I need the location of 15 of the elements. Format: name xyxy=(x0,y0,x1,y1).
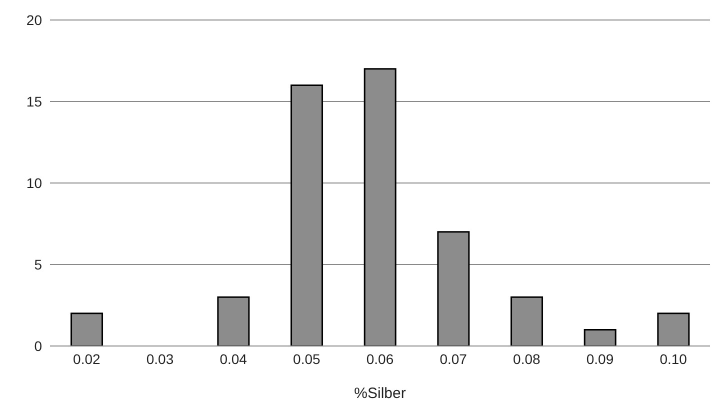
x-axis-title: %Silber xyxy=(354,385,406,402)
y-tick-label: 10 xyxy=(26,174,42,191)
y-tick-label: 20 xyxy=(26,12,42,28)
x-tick-label: 0.06 xyxy=(366,350,394,367)
x-tick-label: 0.03 xyxy=(146,350,174,367)
y-tick-label: 15 xyxy=(26,93,42,110)
x-tick-label: 0.07 xyxy=(440,350,468,367)
x-tick-label: 0.02 xyxy=(73,350,101,367)
x-tick-label: 0.10 xyxy=(660,350,688,367)
y-tick-label: 0 xyxy=(34,338,42,354)
x-tick-label: 0.08 xyxy=(513,350,541,367)
x-tick-label: 0.09 xyxy=(586,350,614,367)
x-tick-label: 0.04 xyxy=(220,350,248,367)
x-tick-label: 0.05 xyxy=(293,350,321,367)
y-tick-label: 5 xyxy=(34,256,42,272)
